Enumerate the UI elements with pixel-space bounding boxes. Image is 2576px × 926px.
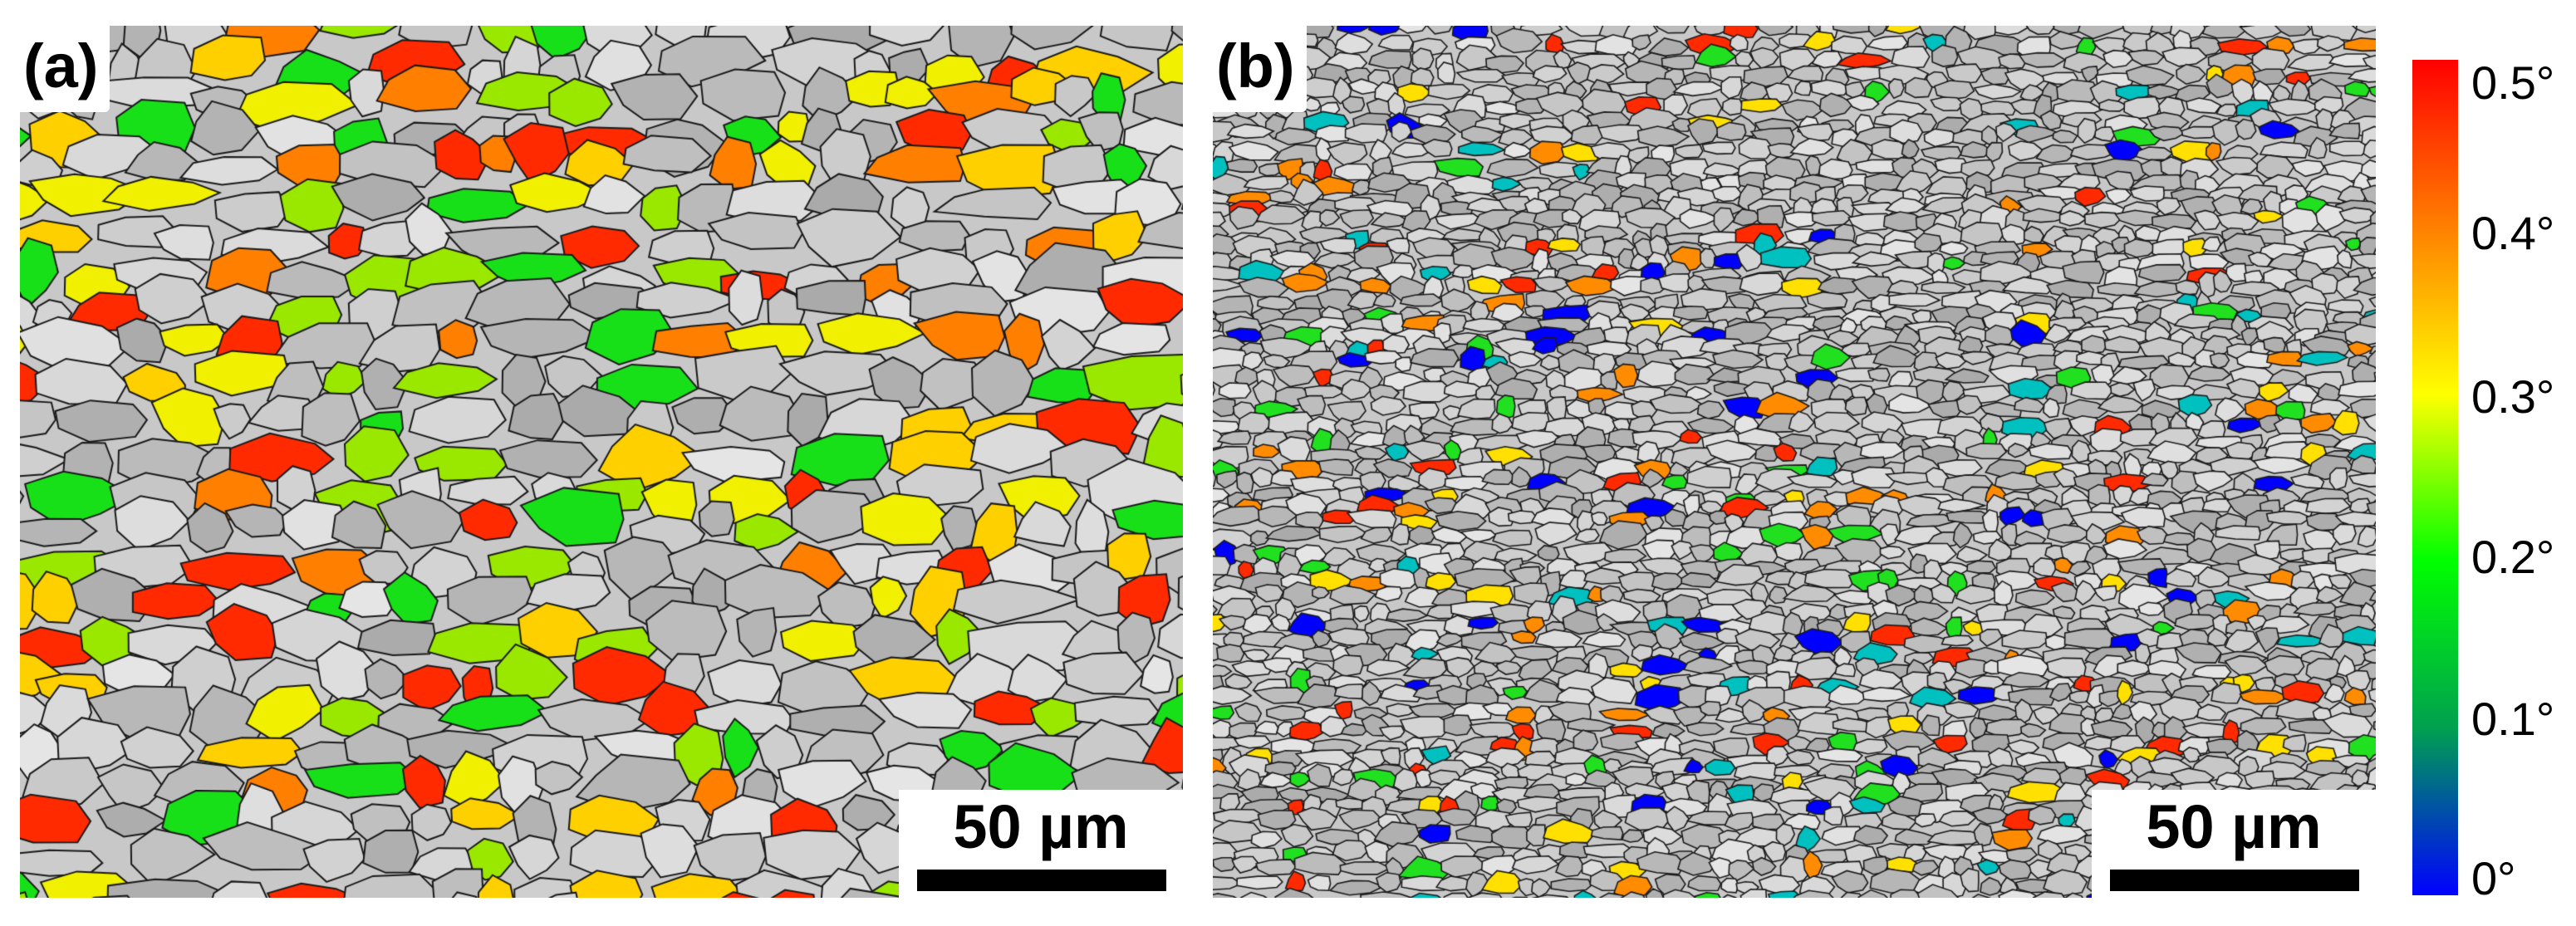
ebsd-map-panel-a: (a) 50 µm <box>20 26 1183 898</box>
colorbar-tick-label: 0.4° <box>2471 207 2555 259</box>
colorbar-tick-label: 0.1° <box>2471 693 2555 745</box>
colorbar-tick-label: 0.2° <box>2471 531 2555 583</box>
scale-bar-text-a: 50 µm <box>953 792 1129 861</box>
colorbar-tick-label: 0° <box>2471 852 2516 904</box>
scale-bar-text-b: 50 µm <box>2146 792 2322 861</box>
scale-bar-b <box>2110 870 2359 891</box>
scale-bar-box-b: 50 µm <box>2092 790 2376 898</box>
scale-bar-box-a: 50 µm <box>899 790 1183 898</box>
panel-label-a: (a) <box>20 26 110 112</box>
ebsd-map-image-a <box>20 26 1183 898</box>
ebsd-map-panel-b: (b) 50 µm <box>1213 26 2376 898</box>
ebsd-map-image-b <box>1213 26 2376 898</box>
colorbar-tick-label: 0.3° <box>2471 370 2555 423</box>
panel-label-b: (b) <box>1213 26 1307 112</box>
misorientation-colorbar <box>2412 60 2458 895</box>
colorbar-tick-label: 0.5° <box>2471 56 2555 109</box>
scale-bar-a <box>917 870 1166 891</box>
